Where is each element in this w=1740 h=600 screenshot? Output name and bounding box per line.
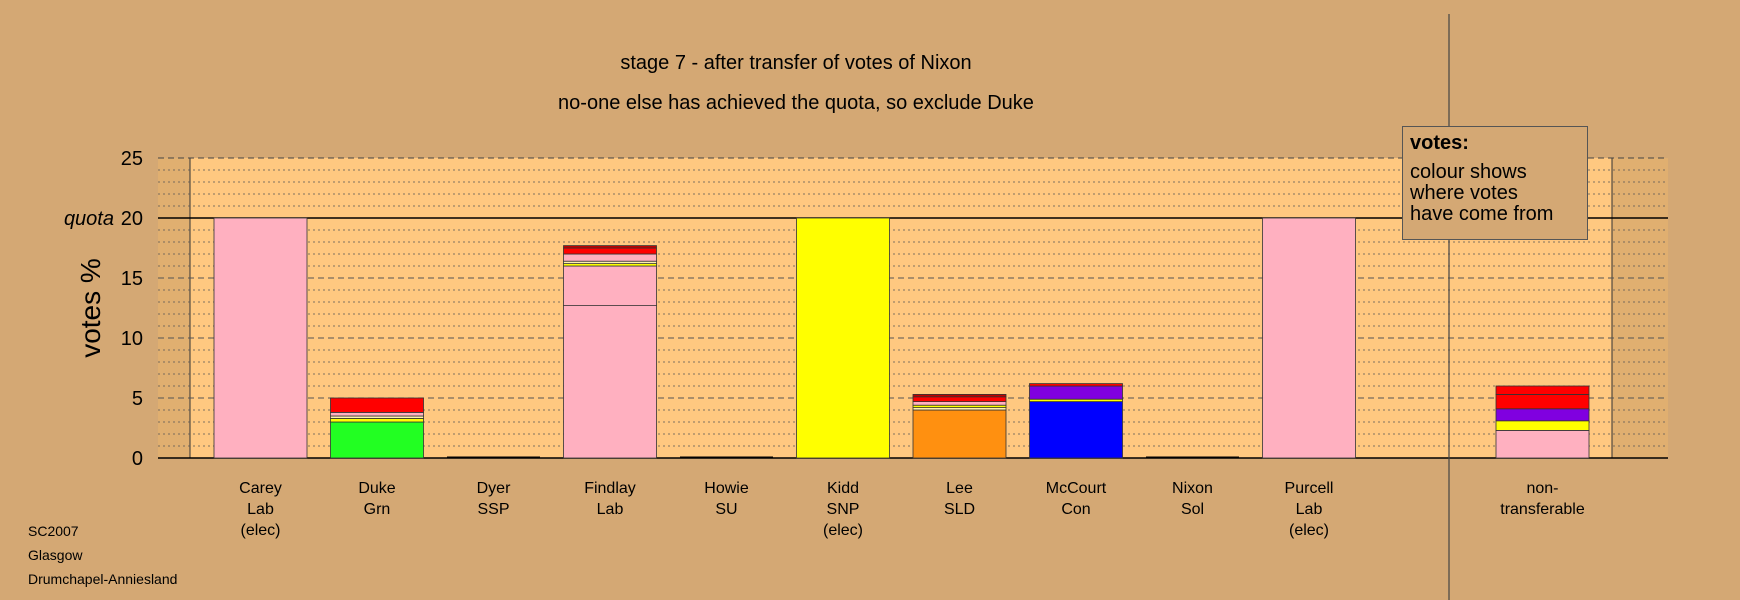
bar-segment bbox=[1495, 429, 1590, 459]
x-tick-label: SLD bbox=[944, 501, 975, 518]
footer-council: Glasgow bbox=[28, 547, 83, 563]
bar-segment bbox=[796, 217, 890, 459]
y-tick-label: 15 bbox=[121, 268, 143, 290]
bar-segment bbox=[213, 217, 308, 459]
bar-segment bbox=[912, 393, 1007, 398]
bar-segment bbox=[1495, 385, 1590, 395]
x-tick-label: non- bbox=[1526, 480, 1558, 497]
bar-segment bbox=[1029, 385, 1123, 400]
x-tick-label: SSP bbox=[477, 501, 509, 518]
x-tick-label: Grn bbox=[364, 501, 391, 518]
bar-segment bbox=[1495, 408, 1590, 422]
x-tick-label: Nixon bbox=[1172, 480, 1213, 497]
y-tick-label: 25 bbox=[121, 148, 143, 170]
legend-box: votes: colour shows where votes have com… bbox=[1402, 126, 1588, 240]
x-tick-label: Sol bbox=[1181, 501, 1204, 518]
x-tick-label: SNP bbox=[827, 501, 860, 518]
bar-segment bbox=[1029, 383, 1123, 387]
x-tick-label: Con bbox=[1061, 501, 1090, 518]
chart-title: stage 7 - after transfer of votes of Nix… bbox=[620, 52, 972, 74]
legend-line-2: where votes bbox=[1410, 182, 1518, 204]
bar-segment bbox=[912, 401, 1007, 406]
bar-segment bbox=[330, 397, 424, 413]
bar-empty bbox=[447, 456, 540, 458]
bar-segment bbox=[1029, 401, 1123, 459]
bar-segment bbox=[330, 411, 424, 417]
y-tick-label: 5 bbox=[132, 388, 143, 410]
x-tick-label: (elec) bbox=[240, 522, 280, 539]
legend-line-3: have come from bbox=[1410, 203, 1554, 225]
footer-election: SC2007 bbox=[28, 523, 79, 539]
bar-segment bbox=[563, 245, 657, 249]
x-tick-label: Lab bbox=[597, 501, 624, 518]
bar-segment bbox=[1262, 217, 1356, 459]
x-tick-label: (elec) bbox=[823, 522, 863, 539]
bar-segment bbox=[1495, 420, 1590, 431]
bar-segment bbox=[563, 253, 657, 262]
bar-segment bbox=[563, 247, 657, 255]
x-tick-label: Lab bbox=[1296, 501, 1323, 518]
quota-label: quota bbox=[64, 208, 114, 230]
x-tick-label: transferable bbox=[1500, 501, 1585, 518]
bar-segment bbox=[330, 417, 424, 423]
legend-line-1: colour shows bbox=[1410, 161, 1527, 183]
x-tick-label: Lee bbox=[946, 480, 973, 497]
chart-subtitle: no-one else has achieved the quota, so e… bbox=[558, 92, 1034, 114]
x-tick-label: Purcell bbox=[1285, 480, 1334, 497]
bar-empty bbox=[680, 456, 773, 458]
x-tick-label: Howie bbox=[704, 480, 749, 497]
bar-segment bbox=[563, 265, 657, 306]
x-tick-label: McCourt bbox=[1046, 480, 1107, 497]
y-tick-label: 0 bbox=[132, 448, 143, 470]
legend-heading: votes: bbox=[1410, 132, 1469, 154]
bar-segment bbox=[1495, 393, 1590, 410]
x-tick-label: (elec) bbox=[1289, 522, 1329, 539]
y-axis-title: votes % bbox=[75, 258, 106, 358]
bar-segment bbox=[912, 409, 1007, 459]
y-tick-label: 20 bbox=[121, 208, 143, 230]
bar-segment bbox=[330, 421, 424, 459]
x-tick-label: Lab bbox=[247, 501, 274, 518]
x-tick-label: Findlay bbox=[584, 480, 636, 497]
y-tick-label: 10 bbox=[121, 328, 143, 350]
bar-segment bbox=[563, 305, 657, 459]
plot-shade-left bbox=[158, 158, 190, 458]
bar-segment bbox=[912, 396, 1007, 402]
x-tick-label: Kidd bbox=[827, 480, 859, 497]
x-tick-label: Duke bbox=[358, 480, 395, 497]
x-tick-label: Carey bbox=[239, 480, 282, 497]
footer-ward: Drumchapel-Anniesland bbox=[28, 571, 178, 587]
plot-shade-right bbox=[1612, 158, 1668, 458]
x-tick-label: Dyer bbox=[477, 480, 511, 497]
x-tick-label: SU bbox=[715, 501, 737, 518]
bar-empty bbox=[1146, 456, 1239, 458]
